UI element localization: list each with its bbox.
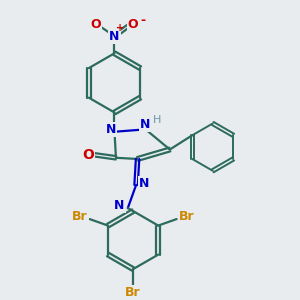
Text: -: -: [140, 14, 146, 27]
Text: O: O: [91, 18, 101, 31]
Text: Br: Br: [72, 210, 88, 223]
Text: N: N: [114, 199, 125, 212]
Text: O: O: [128, 18, 138, 31]
Text: N: N: [106, 123, 116, 136]
Text: +: +: [116, 23, 124, 33]
Text: N: N: [140, 118, 151, 130]
Text: Br: Br: [178, 210, 194, 223]
Text: N: N: [109, 30, 120, 43]
Text: Br: Br: [125, 286, 141, 299]
Text: O: O: [82, 148, 94, 162]
Text: H: H: [153, 115, 161, 125]
Text: N: N: [139, 177, 150, 190]
